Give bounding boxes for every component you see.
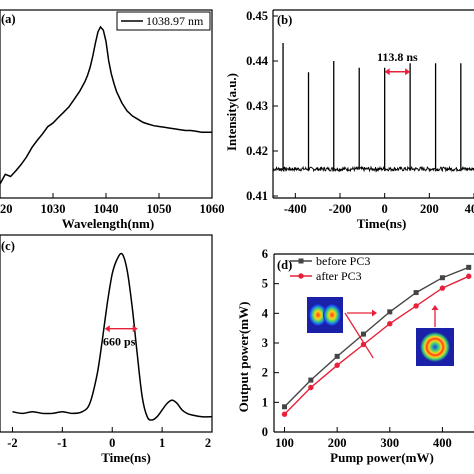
point-before-pc3: [466, 264, 472, 270]
x-tick-label-c: -1: [57, 436, 67, 450]
y-tick-label-d: 3: [262, 336, 268, 350]
y-axis-label-d: Output power(mW): [236, 302, 251, 413]
autocorrelation-trace: [12, 252, 213, 421]
x-tick-label-d: 400: [433, 436, 452, 450]
pointer-arrow-before-head: [372, 309, 377, 317]
point-before-pc3: [308, 377, 314, 383]
panel-c-frame: [0, 234, 213, 433]
fwhm-arrow-head-right: [132, 325, 138, 333]
panel-label-a: (a): [1, 12, 16, 26]
y-tick-label-d: 4: [262, 306, 269, 320]
y-tick-label-d: 2: [262, 366, 268, 380]
x-tick-label-d: 300: [380, 436, 399, 450]
pulse-train-baseline: [272, 165, 474, 173]
panel-b: 0.41 0.42 0.43 0.44 0.45 -400 -200 0 200 400 Time(…: [224, 9, 474, 231]
y-axis-label-b: Intensity(a.u.): [224, 73, 239, 151]
point-after-pc3: [413, 303, 419, 309]
panel-label-c: (c): [1, 239, 15, 253]
legend-text-after: after PC3: [316, 269, 362, 283]
point-after-pc3: [439, 285, 446, 291]
x-tick-label-d: 100: [275, 436, 294, 450]
x-tick-label-a: 1060: [200, 202, 225, 216]
pointer-arrow-before: [344, 312, 374, 359]
y-tick-label-d: 6: [262, 247, 268, 261]
x-tick-label-c: 2: [205, 436, 211, 450]
y-tick-label-b: 0.45: [246, 9, 268, 23]
y-tick-label-b: 0.42: [246, 144, 268, 158]
panel-label-b: (b): [277, 13, 292, 27]
fwhm-annotation: 660 ps: [103, 335, 136, 349]
point-after-pc3: [281, 411, 288, 417]
x-axis-label-a: Wavelength(nm): [62, 216, 154, 231]
legend-marker-before: [298, 258, 304, 264]
x-tick-label-c: -2: [7, 436, 17, 450]
x-tick-label-d: 200: [328, 436, 347, 450]
point-before-pc3: [439, 275, 445, 281]
legend-text-a: 1038.97 nm: [146, 14, 204, 28]
period-annotation: 113.8 ns: [377, 50, 418, 64]
legend-marker-after: [298, 273, 304, 279]
point-after-pc3: [334, 362, 340, 368]
panel-a: 1020 1030 1040 1050 1060 Wavelength(nm) (a) 103…: [0, 9, 225, 231]
y-tick-label-d: 1: [262, 395, 268, 409]
x-tick-label-a: 1040: [94, 202, 119, 216]
x-tick-label-c: 0: [109, 436, 115, 450]
x-axis-label-c: Time(ns): [101, 450, 151, 465]
beam-ring: [420, 332, 450, 362]
y-tick-label-d: 5: [262, 277, 268, 291]
series-before-pc3-line: [284, 266, 469, 408]
x-tick-label-b: 0: [382, 202, 388, 216]
beam-lobe-left: [309, 304, 327, 326]
fwhm-arrow-head-left: [104, 325, 110, 333]
pointer-arrow-after-head: [431, 305, 439, 310]
period-arrow-head-right: [405, 68, 411, 76]
point-after-pc3: [387, 321, 393, 327]
point-after-pc3: [360, 341, 367, 348]
point-before-pc3: [387, 309, 393, 315]
point-after-pc3: [466, 273, 472, 279]
x-axis-label-d: Pump power(mW): [330, 450, 434, 465]
point-after-pc3: [308, 384, 314, 391]
point-before-pc3: [413, 290, 419, 296]
legend-box-a: [116, 11, 211, 31]
y-tick-label-d: 0: [262, 425, 268, 439]
spectrum-line-1038-97nm: [0, 25, 212, 185]
x-tick-label-b: 200: [420, 202, 439, 216]
point-before-pc3: [360, 331, 366, 337]
x-tick-label-a: 1020: [0, 202, 13, 216]
x-tick-label-c: 1: [159, 436, 165, 450]
legend-text-before: before PC3: [316, 254, 370, 268]
x-tick-label-a: 1050: [147, 202, 172, 216]
x-tick-label-b: 400: [465, 202, 474, 216]
x-tick-label-b: -200: [329, 202, 352, 216]
x-tick-label-b: -400: [284, 202, 307, 216]
point-before-pc3: [334, 353, 340, 359]
beam-lobe-right: [323, 304, 341, 326]
series-after-pc3-line: [284, 275, 469, 415]
x-tick-label-a: 1030: [41, 202, 66, 216]
y-tick-label-b: 0.44: [246, 54, 269, 68]
period-arrow-head-left: [384, 68, 390, 76]
panel-c: -2 -1 0 1 2 Time(ns) (c) 660 ps: [0, 234, 213, 465]
x-axis-label-b: Time(ns): [357, 216, 407, 231]
y-tick-label-b: 0.43: [246, 99, 268, 113]
y-tick-label-b: 0.41: [246, 189, 268, 203]
panel-label-d: (d): [277, 258, 292, 272]
point-before-pc3: [282, 404, 288, 410]
